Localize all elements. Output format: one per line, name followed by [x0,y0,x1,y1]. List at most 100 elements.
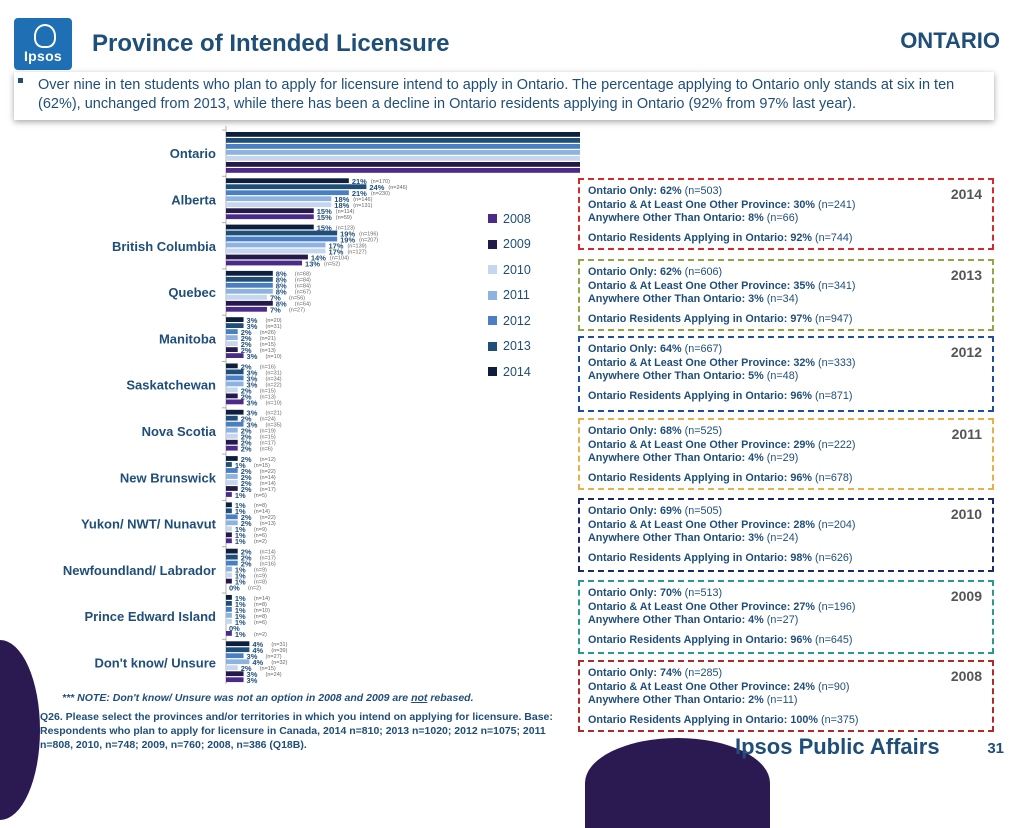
value-label-don-t-know-unsure-2009: 3% [247,670,258,679]
ipsos-logo: Ipsos [14,18,72,70]
bullet-icon [18,78,23,83]
bar-british-columbia-2009 [226,254,308,260]
year-box-2012: Ontario Only: 64% (n=667) Ontario & At Le… [578,336,994,412]
category-label-manitoba: Manitoba [159,331,217,346]
n-label-don-t-know-unsure-2012: (n=27) [266,654,282,660]
n-label-don-t-know-unsure-2009: (n=24) [266,672,282,678]
value-label-don-t-know-unsure-2011: 4% [252,658,263,667]
bar-ontario-2008 [226,168,580,173]
bar-don-t-know-unsure-2014 [226,641,250,647]
value-label-saskatchewan-2011: 3% [247,380,258,389]
n-label-prince-edward-island-2008: (n=2) [254,632,267,638]
bar-alberta-2012 [226,190,349,196]
year-box-only-n: (n=525) [681,425,723,437]
value-label-prince-edward-island-2011: 1% [235,612,246,621]
legend-swatch-2009 [488,239,497,249]
value-label-don-t-know-unsure-2008: 3% [247,676,258,684]
value-label-don-t-know-unsure-2010: 2% [241,664,252,673]
value-label-nova-scotia-2009: 2% [241,439,252,448]
n-label-yukon-nwt-nunavut-2010: (n=9) [254,527,267,533]
legend-item-2010: 2010 [488,257,568,283]
year-box-2010: Ontario Only: 69% (n=505) Ontario & At Le… [578,498,994,572]
n-label-quebec-2014: (n=68) [295,272,311,278]
value-label-new-brunswick-2011: 2% [241,473,252,482]
value-label-newfoundland-labrador-2008: 0% [229,584,240,593]
n-label-saskatchewan-2011: (n=22) [266,382,282,388]
year-box-2009: Ontario Only: 70% (n=513) Ontario & At Le… [578,580,994,654]
bar-newfoundland-labrador-2011 [226,566,232,572]
n-label-nova-scotia-2012: (n=35) [266,423,282,429]
year-box-residents-line: Ontario Residents Applying in Ontario: 9… [588,552,852,564]
n-label-prince-edward-island-2010: (n=6) [254,620,267,626]
bar-don-t-know-unsure-2010 [226,665,238,671]
n-label-british-columbia-2013: (n=196) [359,231,378,237]
n-label-prince-edward-island-2014: (n=14) [254,596,270,602]
value-label-saskatchewan-2012: 3% [247,374,258,383]
value-label-don-t-know-unsure-2013: 4% [252,646,263,655]
year-box-other-line: Anywhere Other Than Ontario: 2% (n=11) [588,694,798,706]
bar-saskatchewan-2014 [226,363,238,369]
page-number: 31 [987,740,1004,757]
n-label-manitoba-2012: (n=26) [260,330,276,336]
legend-label-2012: 2012 [503,313,531,328]
year-box-other-text: Anywhere Other Than Ontario: 3% [588,293,764,305]
value-label-british-columbia-2013: 19% [340,229,355,238]
category-label-alberta: Alberta [171,192,217,207]
footnote-note: *** NOTE: Don't know/ Unsure was not an … [62,692,474,704]
category-label-saskatchewan: Saskatchewan [126,378,216,393]
bar-manitoba-2009 [226,347,238,352]
year-box-other-text: Anywhere Other Than Ontario: 4% [588,452,764,464]
value-label-prince-edward-island-2008: 1% [235,630,246,639]
n-label-new-brunswick-2011: (n=14) [260,475,276,481]
bar-manitoba-2010 [226,341,238,346]
n-label-prince-edward-island-2013: (n=8) [254,602,267,608]
note-suffix: rebased. [427,692,474,704]
year-box-atleast-line: Ontario & At Least One Other Province: 3… [588,280,856,292]
bar-saskatchewan-2012 [226,375,244,381]
year-box-other-line: Anywhere Other Than Ontario: 4% (n=29) [588,452,798,464]
bar-new-brunswick-2011 [226,474,238,479]
bar-manitoba-2012 [226,329,238,334]
year-box-other-n: (n=24) [763,532,799,544]
n-label-alberta-2013: (n=246) [388,185,407,191]
bar-don-t-know-unsure-2012 [226,653,244,659]
year-box-residents-line: Ontario Residents Applying in Ontario: 1… [588,714,858,726]
logo-text: Ipsos [23,48,63,64]
n-label-newfoundland-labrador-2012: (n=16) [260,562,276,568]
legend-swatch-2014 [488,367,497,377]
category-label-yukon-nwt-nunavut: Yukon/ NWT/ Nunavut [81,517,217,532]
legend-item-2014: 2014 [488,359,568,385]
year-box-atleast-n: (n=204) [815,519,856,531]
value-label-new-brunswick-2014: 2% [241,455,252,464]
value-label-quebec-2008: 7% [270,306,281,315]
bar-alberta-2009 [226,208,314,214]
year-box-only-n: (n=503) [681,185,723,197]
year-box-only-n: (n=606) [681,266,723,278]
n-label-nova-scotia-2009: (n=17) [260,441,276,447]
legend-swatch-2008 [488,214,497,224]
year-box-residents-n: (n=871) [811,390,853,402]
value-label-saskatchewan-2014: 2% [241,362,252,371]
bar-british-columbia-2013 [226,230,338,236]
bar-alberta-2011 [226,196,332,202]
bar-british-columbia-2010 [226,248,326,254]
year-box-only-text: Ontario Only: 64% [588,343,682,355]
value-label-nova-scotia-2011: 2% [241,427,252,436]
year-box-other-line: Anywhere Other Than Ontario: 4% (n=27) [588,614,798,626]
year-box-residents-text: Ontario Residents Applying in Ontario: 9… [588,472,812,484]
bar-saskatchewan-2011 [226,381,244,387]
n-label-new-brunswick-2013: (n=15) [254,463,270,469]
bar-alberta-2013 [226,184,367,190]
year-box-other-line: Anywhere Other Than Ontario: 5% (n=48) [588,370,798,382]
year-box-only-text: Ontario Only: 70% [588,587,682,599]
category-label-ontario: Ontario [170,146,216,161]
year-box-residents-text: Ontario Residents Applying in Ontario: 9… [588,313,812,325]
value-label-prince-edward-island-2013: 1% [235,600,246,609]
bar-quebec-2012 [226,282,273,288]
n-label-saskatchewan-2014: (n=16) [260,364,276,370]
page-title: Province of Intended Licensure [92,30,450,57]
year-box-year-label: 2011 [951,426,982,442]
bar-nova-scotia-2013 [226,415,238,421]
value-label-prince-edward-island-2014: 1% [235,594,246,603]
bar-alberta-2014 [226,178,349,184]
